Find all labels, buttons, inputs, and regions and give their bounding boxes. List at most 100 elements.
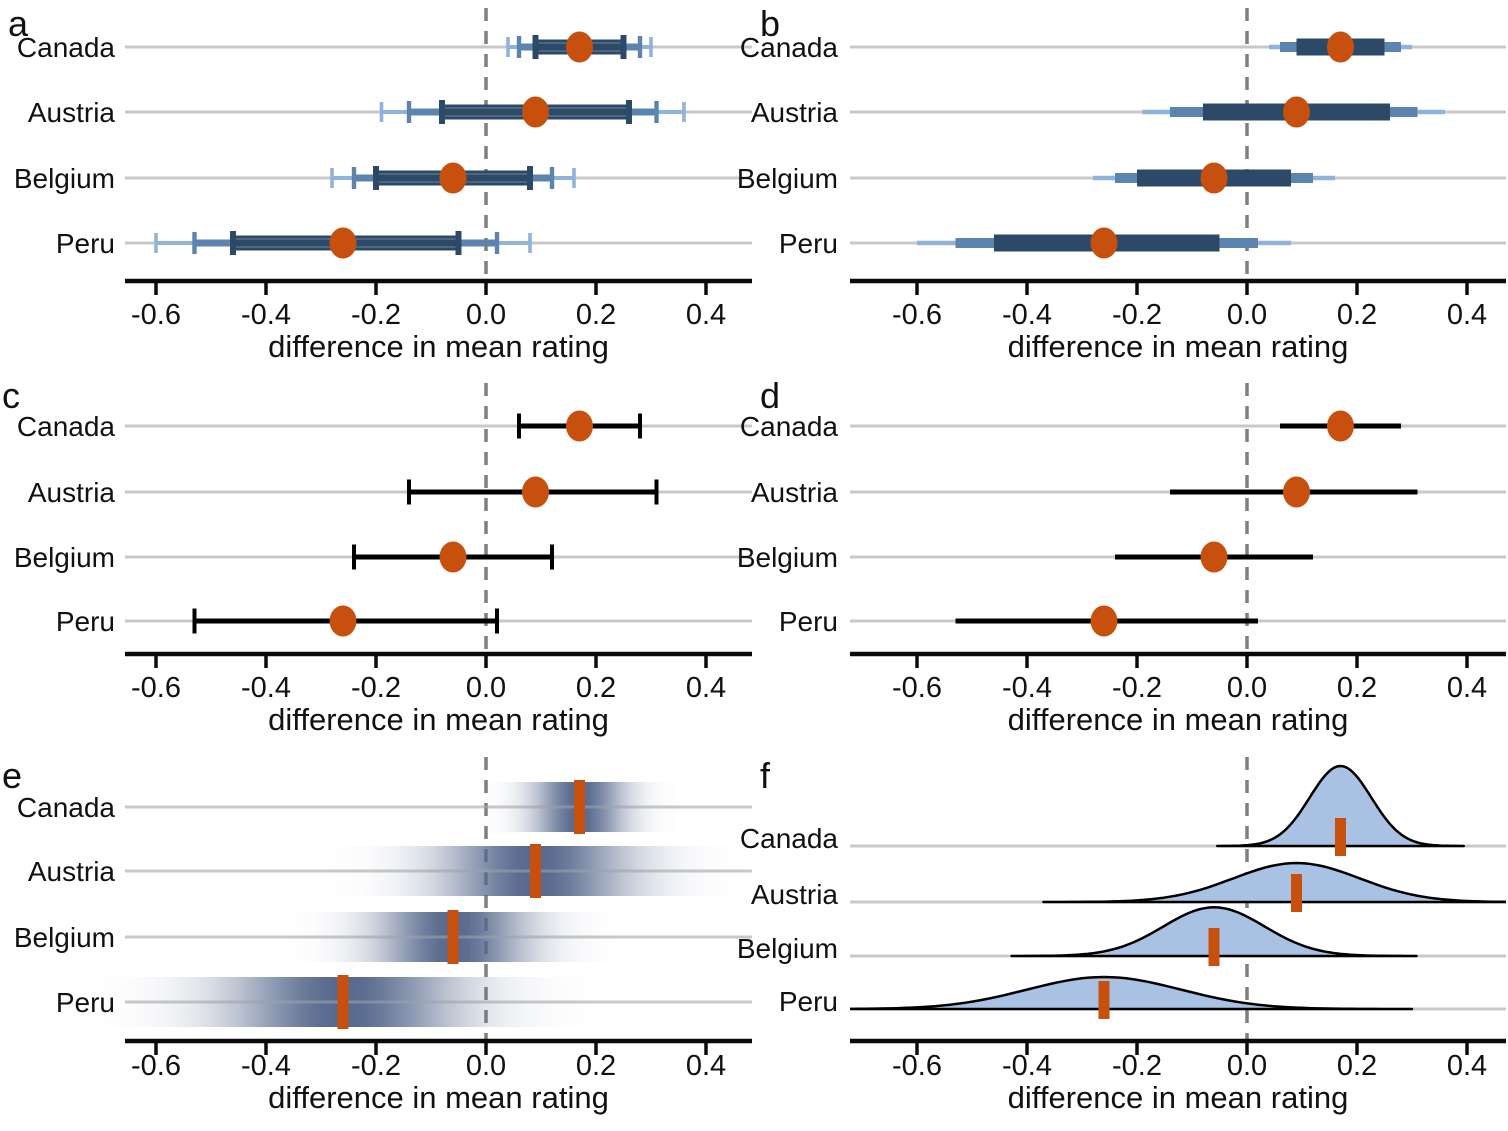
- x-tick-label: -0.4: [241, 672, 291, 704]
- x-tick-label: -0.2: [351, 299, 401, 331]
- cap-99-belgium: [572, 168, 576, 188]
- x-tick-label: 0.2: [576, 299, 616, 331]
- cap-66-canada: [620, 35, 627, 59]
- x-tick-label: -0.2: [351, 672, 401, 704]
- cap-95-canada: [516, 36, 522, 58]
- row-label-peru: Peru: [56, 228, 115, 259]
- x-tick-label: 0.4: [686, 1050, 726, 1082]
- mean-point-canada: [1327, 31, 1354, 63]
- panel-letter-d: d: [760, 375, 780, 416]
- row-label-belgium: Belgium: [14, 922, 115, 953]
- cap-99-canada: [649, 37, 653, 57]
- cap-99-austria: [379, 102, 384, 122]
- x-tick-label: 0.0: [466, 1050, 506, 1082]
- row-label-canada: Canada: [17, 411, 116, 442]
- x-axis-title: difference in mean rating: [1008, 329, 1349, 364]
- mean-point-belgium: [439, 162, 467, 194]
- x-tick-label: 0.2: [576, 1050, 616, 1082]
- x-tick-label: 0.0: [1227, 672, 1267, 704]
- x-tick-label: -0.6: [892, 672, 942, 704]
- mean-tick-belgium: [1208, 928, 1220, 966]
- marks: [154, 31, 686, 259]
- marks: [850, 764, 1506, 1019]
- mean-point-canada: [566, 410, 593, 442]
- x-axis-title: difference in mean rating: [1008, 1080, 1349, 1115]
- cap-66-belgium: [373, 166, 379, 190]
- x-tick-label: -0.2: [351, 1050, 401, 1082]
- x-tick-label: -0.4: [1002, 299, 1052, 331]
- x-tick-label: 0.0: [466, 299, 506, 331]
- cap-66-belgium: [527, 166, 533, 190]
- density-curve-peru: [850, 975, 1414, 1011]
- cap-95-belgium: [351, 167, 357, 189]
- cap-66-austria: [626, 100, 632, 124]
- x-axis-title: difference in mean rating: [268, 702, 609, 737]
- cap-95-peru: [192, 608, 197, 634]
- x-tick-label: -0.4: [1002, 672, 1052, 704]
- x-tick-label: 0.2: [576, 672, 616, 704]
- x-tick-label: 0.4: [1447, 1050, 1487, 1082]
- panel-e: e -0.6 -0.4 -0.2 0.0 0.2 0.4 difference in mean…: [2, 755, 752, 1115]
- density-curve-austria: [1042, 861, 1506, 904]
- mean-tick-belgium: [447, 910, 459, 964]
- cap-66-austria: [439, 100, 445, 124]
- cap-99-belgium: [330, 168, 334, 188]
- x-tick-label: 0.0: [466, 672, 506, 704]
- mean-point-peru: [1090, 605, 1118, 637]
- panel-letter-a: a: [8, 3, 29, 44]
- cap-95-canada: [637, 36, 643, 58]
- cap-66-canada: [532, 35, 539, 59]
- row-label-belgium: Belgium: [737, 542, 838, 573]
- row-label-belgium: Belgium: [14, 542, 115, 573]
- x-tick-label: -0.2: [1112, 672, 1162, 704]
- cap-95-peru: [192, 232, 197, 254]
- mean-point-austria: [522, 96, 549, 128]
- row-label-belgium: Belgium: [737, 163, 838, 194]
- x-tick-label: -0.6: [131, 299, 181, 331]
- mean-point-peru: [329, 605, 357, 637]
- cap-99-peru: [528, 233, 532, 253]
- row-label-peru: Peru: [779, 986, 838, 1017]
- row-label-austria: Austria: [28, 856, 116, 887]
- mean-point-belgium: [1200, 541, 1228, 573]
- cap-95-austria: [654, 479, 659, 505]
- mean-point-austria: [1283, 476, 1310, 508]
- mean-tick-austria: [1291, 874, 1302, 912]
- mean-point-peru: [1090, 227, 1118, 259]
- cap-99-canada: [506, 37, 510, 57]
- panel-letter-c: c: [2, 375, 20, 416]
- cap-66-peru: [455, 231, 462, 255]
- x-tick-label: 0.0: [1227, 299, 1267, 331]
- row-label-canada: Canada: [17, 32, 116, 63]
- mean-point-peru: [329, 227, 357, 259]
- row-label-peru: Peru: [56, 606, 115, 637]
- x-tick-label: -0.6: [131, 1050, 181, 1082]
- cap-66-peru: [230, 231, 236, 255]
- cap-95-belgium: [550, 544, 554, 570]
- x-tick-label: 0.4: [686, 672, 726, 704]
- cap-95-peru: [494, 232, 500, 254]
- mean-tick-canada: [1335, 818, 1346, 856]
- cap-95-belgium: [549, 167, 555, 189]
- cap-95-austria: [654, 101, 659, 123]
- x-axis-title: difference in mean rating: [1008, 702, 1349, 737]
- cap-95-austria: [406, 101, 412, 123]
- x-axis-title: difference in mean rating: [268, 1080, 609, 1115]
- x-tick-label: 0.4: [1447, 299, 1487, 331]
- panel-a: a -0.6 -0.4 -0.2 0.0 0.2 0.4 difference in mean…: [8, 3, 752, 364]
- x-tick-label: -0.4: [241, 299, 291, 331]
- mean-point-austria: [522, 476, 549, 508]
- x-tick-label: -0.4: [1002, 1050, 1052, 1082]
- x-tick-label: -0.2: [1112, 299, 1162, 331]
- marks: [96, 780, 752, 1029]
- marks: [192, 410, 659, 637]
- panel-f: f -0.6 -0.4 -0.2 0.0 0.2 0.4 difference in mean…: [737, 755, 1506, 1115]
- cap-95-canada: [517, 413, 521, 439]
- mean-point-canada: [1327, 410, 1354, 442]
- row-label-austria: Austria: [28, 477, 116, 508]
- panel-d: d -0.6 -0.4 -0.2 0.0 0.2 0.4 difference in mean…: [737, 375, 1506, 737]
- cap-95-peru: [495, 608, 499, 634]
- row-label-austria: Austria: [28, 97, 116, 128]
